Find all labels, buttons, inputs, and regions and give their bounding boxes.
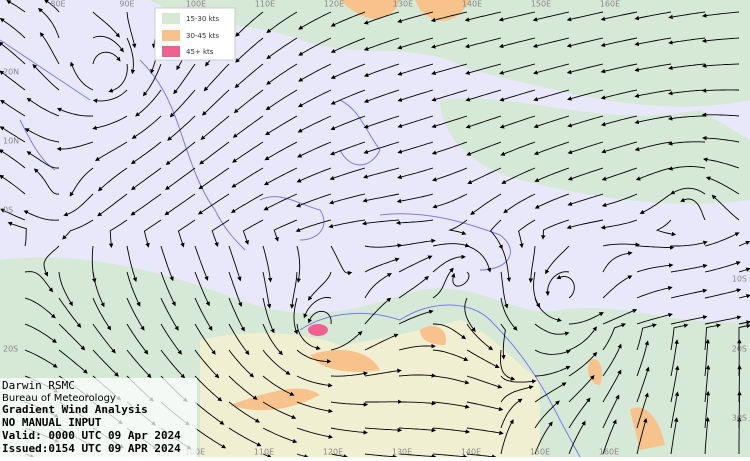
lat-label: 30S [732,414,747,423]
lat-label: 10N [3,137,19,146]
legend-label: 45+ kts [186,48,214,56]
lon-label: 110E [255,0,275,9]
lon-label: 160E [600,0,620,9]
lon-label: 120E [324,0,344,9]
legend: 15-30 kts 30-45 kts 45+ kts [155,8,235,60]
legend-label: 15-30 kts [186,15,219,23]
lon-label: 160E [599,448,619,457]
lat-label: 20S [3,345,18,354]
legend-label: 30-45 kts [186,32,219,40]
lon-label: 120E [323,448,343,457]
lon-label: 150E [531,0,551,9]
valid-time: Valid: 0000 UTC 09 Apr 2024 [2,429,181,442]
lat-label: 10S [732,275,747,284]
lon-label: 100E [186,0,206,9]
lon-label: 90E [119,0,134,9]
lon-label: 130E [393,0,413,9]
office: Darwin RSMC [2,379,75,392]
lon-label: 140E [461,448,481,457]
lon-label: 110E [254,448,274,457]
lat-label: 20N [3,68,19,77]
lat-label: 20S [732,345,747,354]
lon-label: 130E [392,448,412,457]
issued-time: Issued:0154 UTC 09 APR 2024 [2,442,181,455]
info-box: Darwin RSMC Bureau of Meteorology Gradie… [0,378,197,457]
note: NO MANUAL INPUT [2,416,102,429]
product: Gradient Wind Analysis [2,403,148,416]
lon-label: 80E [50,0,65,9]
lon-label: 150E [530,448,550,457]
lat-label: 0S [3,206,13,215]
lon-label: 140E [462,0,482,9]
